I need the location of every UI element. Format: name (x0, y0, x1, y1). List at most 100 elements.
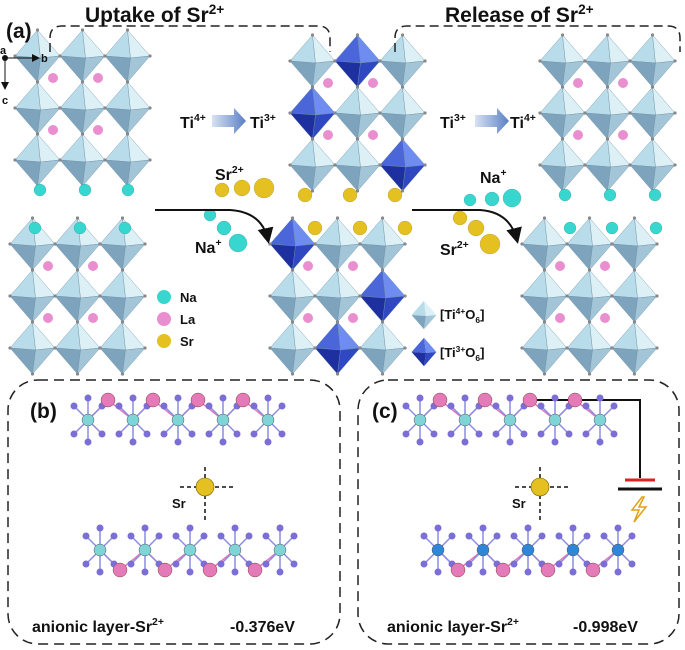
octahedron-face (122, 243, 146, 271)
sr-atom (297, 187, 313, 203)
la-atom (432, 392, 448, 408)
octahedron-face (77, 321, 101, 351)
octahedron-face (379, 138, 406, 168)
oxygen (628, 111, 632, 115)
octahedron-face (122, 295, 146, 323)
legend-label: Sr (180, 334, 194, 349)
la-atom (202, 562, 218, 578)
oxygen (58, 54, 62, 58)
oxygen (53, 242, 57, 246)
oxygen (125, 80, 130, 84)
oxygen (75, 320, 80, 324)
octahedron-face (269, 321, 296, 351)
octahedron-face (562, 138, 586, 168)
octahedron-face (337, 269, 361, 299)
octahedron-face (82, 159, 106, 187)
la-atom (247, 562, 263, 578)
octahedron-face (382, 347, 406, 375)
octahedron-face (607, 34, 631, 64)
octahedron-face (566, 321, 593, 351)
oxygen (358, 294, 362, 298)
o-atom (115, 430, 123, 438)
molecular-layer (70, 392, 286, 446)
oxygen (403, 242, 407, 246)
octahedron-face (607, 60, 631, 88)
octahedron-face (82, 55, 106, 83)
octahedron-face (611, 321, 638, 351)
la-atom (88, 313, 98, 323)
oxygen (423, 111, 427, 115)
panel-b-box (7, 379, 341, 645)
exchange-arrow (155, 209, 274, 244)
oxygen (673, 59, 677, 63)
o-atom (143, 430, 151, 438)
la-atom (112, 562, 128, 578)
oxygen (98, 294, 102, 298)
octahedron-face (82, 81, 106, 111)
oxygen (542, 320, 547, 324)
oxygen (628, 59, 632, 63)
octahedron-face (589, 295, 613, 323)
octahedron-face (357, 34, 381, 64)
octahedron-face (82, 107, 106, 135)
na-atom (558, 188, 572, 202)
oxygen (290, 216, 295, 220)
o-atom (174, 394, 182, 402)
oxygen (58, 158, 62, 162)
octahedron-face (379, 34, 406, 64)
oxygen (400, 189, 405, 193)
oxygen (565, 294, 569, 298)
ti-atom (566, 543, 580, 557)
ti-atom (261, 413, 275, 427)
octahedron-face (9, 243, 36, 271)
o-atom (465, 560, 473, 568)
octahedron-face (104, 159, 131, 187)
la-atom (303, 261, 313, 271)
o-atom (276, 568, 284, 576)
na-atom (484, 191, 500, 207)
o-atom (402, 430, 410, 438)
o-atom (569, 524, 577, 532)
octahedron-face (9, 321, 36, 351)
legend-swatch (411, 300, 426, 316)
octahedron-face (629, 112, 656, 140)
oxygen (605, 137, 610, 141)
axis-label: b (41, 53, 48, 65)
octahedron-face (289, 60, 316, 88)
o-atom (524, 524, 532, 532)
octahedron-face (292, 321, 316, 351)
octahedron-face (337, 347, 361, 375)
oxygen (268, 346, 272, 350)
sr-atom (452, 210, 468, 226)
legend-label: [Ti3+O6] (440, 344, 484, 363)
o-atom (110, 532, 118, 540)
oxygen (583, 59, 587, 63)
octahedron-face (337, 321, 361, 351)
oxygen (120, 372, 125, 376)
oxygen (80, 80, 85, 84)
o-atom (520, 430, 528, 438)
ti-atom (458, 413, 472, 427)
o-atom (96, 524, 104, 532)
o-atom (188, 430, 196, 438)
o-atom (434, 568, 442, 576)
o-atom (141, 524, 149, 532)
octahedron-face (634, 269, 658, 299)
octahedron-face (104, 133, 131, 163)
ti-atom (138, 543, 152, 557)
octahedron-face (584, 34, 611, 64)
atoms (28, 73, 663, 323)
octahedron-face (539, 60, 566, 88)
la-atom (368, 78, 378, 88)
redox-label: Ti4+ (180, 113, 206, 132)
oxygen (520, 294, 524, 298)
la-atom (303, 313, 313, 323)
oxygen (333, 111, 337, 115)
ti-atom (611, 543, 625, 557)
o-atom (262, 560, 270, 568)
na-atom (563, 221, 577, 235)
octahedron-face (289, 164, 316, 192)
o-atom (402, 402, 410, 410)
o-atom (555, 532, 563, 540)
